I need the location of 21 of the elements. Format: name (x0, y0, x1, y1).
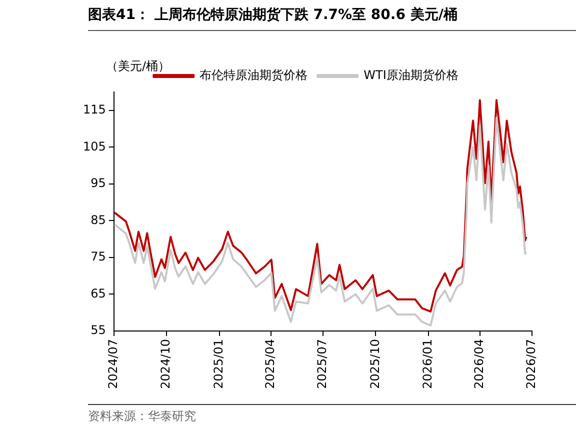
y-tick-label: 85 (90, 212, 106, 227)
y-tick-label: 95 (90, 176, 106, 190)
y-axis-title: （美元/桶） (106, 58, 170, 75)
text: 资料来源：华泰研究 (88, 404, 576, 425)
legend-label: 布伦特原油期货价格 (200, 68, 308, 82)
x-tick-label: 2025/04 (262, 339, 277, 389)
y-tick-label: 55 (90, 323, 106, 338)
chart-title: 图表41： 上周布伦特原油期货下跌 7.7%至 80.6 美元/桶 (88, 6, 576, 31)
x-tick-label: 2024/10 (158, 339, 173, 389)
x-tick-label: 2025/07 (315, 339, 330, 389)
x-tick-label: 2024/07 (106, 339, 120, 389)
y-tick-label: 105 (83, 139, 106, 154)
x-tick-label: 2025/10 (368, 339, 382, 389)
x-tick-label: 2026/04 (472, 339, 486, 389)
legend-label: WTI原油期货价格 (364, 68, 458, 82)
y-tick-label: 65 (90, 286, 106, 300)
x-tick-label: 2026/01 (420, 339, 434, 389)
x-tick-label: 2025/01 (211, 339, 226, 389)
y-tick-label: 75 (90, 250, 106, 264)
x-tick-label: 2026/07 (524, 339, 538, 389)
y-tick-label: 115 (83, 102, 106, 117)
